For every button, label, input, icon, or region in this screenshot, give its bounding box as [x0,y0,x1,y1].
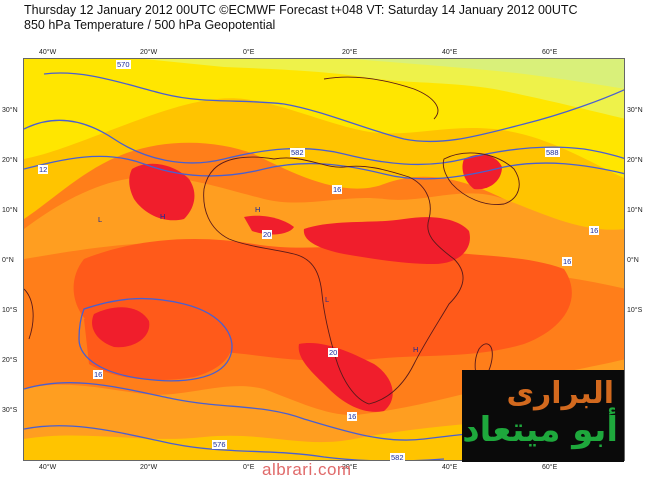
coast-south-america [24,288,34,340]
watermark-line-1: البرارى [506,376,614,411]
lat-label-right: 10°N [627,207,643,214]
lon-label-bottom: 40°W [39,464,57,471]
coast-europe [323,76,439,120]
lon-label-bottom: 20°E [342,464,358,471]
lat-label: 30°N [2,107,18,114]
lon-label-bottom: 20°W [140,464,158,471]
lat-label-right: 20°N [627,157,643,164]
lat-label: 10°N [2,207,18,214]
hot-spot-congo-strip [244,215,294,235]
site-url: albrari.com [262,460,352,479]
lon-label: 40°W [39,49,57,56]
lat-label: 20°N [2,157,18,164]
lat-label: 20°S [2,357,18,364]
hot-spot-sahel-west [129,163,195,221]
coast-africa [203,156,464,405]
watermark-logo: البرارى أبو ميتعاد [462,370,624,462]
watermark-line-2: أبو ميتعاد [462,410,618,450]
lat-label: 10°S [2,307,18,314]
lat-label-right: 10°S [627,307,643,314]
lon-label-bottom: 60°E [542,464,558,471]
lon-label: 60°E [542,49,558,56]
hot-spot-atlantic-south [92,307,150,348]
lon-label: 20°E [342,49,358,56]
map-title-line-1: Thursday 12 January 2012 00UTC ©ECMWF Fo… [24,3,578,17]
contour-588 [24,155,624,180]
temperature-band-lightgreen [354,59,624,89]
temperature-band-yellow-green [144,59,624,119]
contour-570 [43,72,624,143]
lat-label-right: 30°N [627,107,643,114]
lon-label-bottom: 40°E [442,464,458,471]
lat-label: 0°N [2,257,14,264]
contour-582 [24,119,624,166]
hot-spot-central-africa [303,217,470,264]
map-title-line-2: 850 hPa Temperature / 500 hPa Geopotenti… [24,18,276,32]
contour-south-588 [78,297,233,382]
contour-south-576 [24,425,445,460]
coastlines [24,76,520,405]
hot-spot-southern-africa [298,343,393,412]
coast-arabia [442,152,520,205]
lat-label: 30°S [2,407,18,414]
temperature-band-yellow [24,59,624,179]
lon-label: 40°E [442,49,458,56]
lon-label-bottom: 0°E [243,464,255,471]
lon-label: 20°W [140,49,158,56]
lon-label: 0°E [243,49,255,56]
lat-label-right: 0°N [627,257,639,264]
